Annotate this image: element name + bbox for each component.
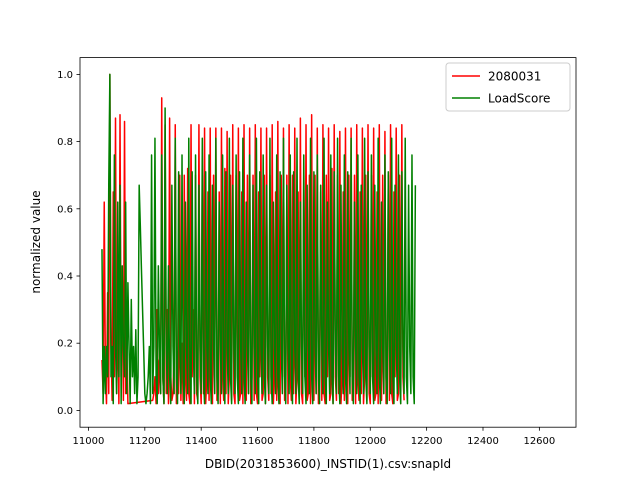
plot-frame bbox=[79, 57, 577, 428]
x-tick-label: 11800 bbox=[298, 436, 330, 447]
x-tick-label: 12600 bbox=[523, 436, 555, 447]
x-tick-label: 11400 bbox=[185, 436, 217, 447]
y-tick-label: 0.6 bbox=[57, 204, 73, 215]
x-axis: 11000 11200 11400 11600 11800 12000 12200 12400… bbox=[73, 427, 555, 447]
y-tick-label: 0.0 bbox=[57, 406, 73, 417]
x-axis-label: DBID(2031853600)_INSTID(1).csv:snapId bbox=[205, 457, 451, 471]
legend-box bbox=[445, 62, 571, 112]
y-axis: 0.0 0.2 0.4 0.6 0.8 1.0 bbox=[57, 70, 80, 417]
x-tick-label: 12400 bbox=[467, 436, 499, 447]
series-line-green bbox=[101, 73, 417, 405]
y-tick-label: 1.0 bbox=[57, 70, 73, 81]
legend: 2080031 LoadScore bbox=[445, 62, 571, 112]
y-tick-label: 0.4 bbox=[57, 272, 73, 283]
series-layer bbox=[101, 73, 417, 405]
y-axis-label: normalized value bbox=[29, 190, 43, 293]
x-tick-label: 11600 bbox=[242, 436, 274, 447]
x-tick-label: 12000 bbox=[354, 436, 386, 447]
x-tick-label: 12200 bbox=[411, 436, 443, 447]
legend-label: 2080031 bbox=[488, 70, 541, 84]
x-tick-label: 11000 bbox=[73, 436, 105, 447]
y-tick-label: 0.8 bbox=[57, 137, 73, 148]
y-tick-label: 0.2 bbox=[57, 339, 73, 350]
x-tick-label: 11200 bbox=[129, 436, 161, 447]
legend-label: LoadScore bbox=[488, 92, 550, 106]
